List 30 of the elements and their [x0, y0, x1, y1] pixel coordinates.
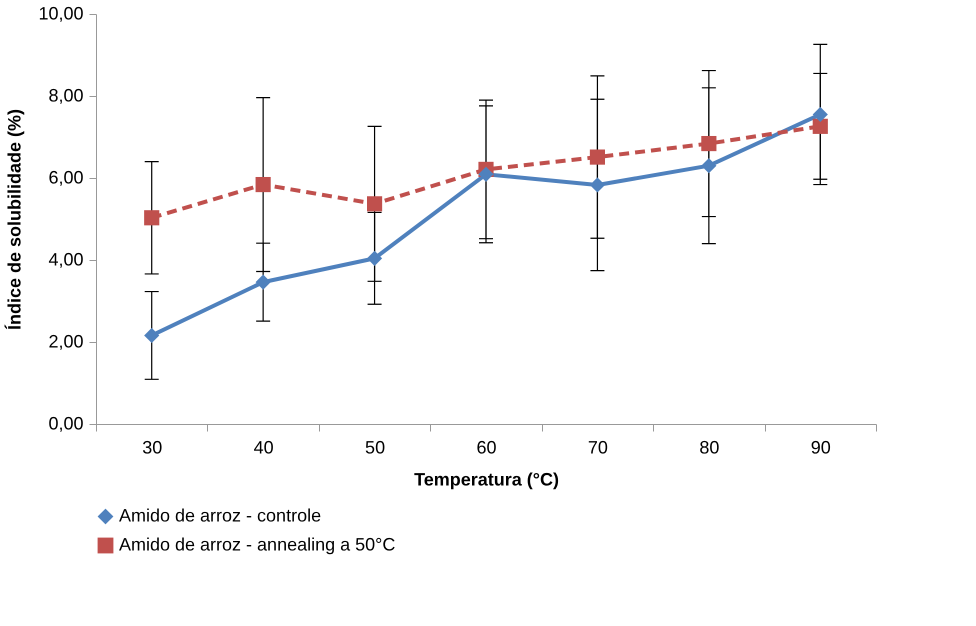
y-tick-label: 4,00 [48, 250, 84, 270]
point [366, 196, 382, 212]
x-tick-label: 90 [810, 438, 831, 458]
y-tick-label: 10,00 [38, 4, 84, 24]
y-axis-title: Índice de solubilidade (%) [4, 108, 24, 330]
x-tick-label: 60 [476, 438, 497, 458]
legend-label: Amido de arroz - controle [119, 506, 322, 526]
point [144, 328, 160, 344]
x-tick-label: 80 [699, 438, 720, 458]
point [701, 136, 716, 152]
y-tick-label: 6,00 [48, 168, 84, 188]
point [366, 250, 382, 266]
point [256, 274, 271, 290]
point [812, 106, 828, 122]
y-tick-label: 0,00 [48, 414, 84, 434]
point [701, 158, 716, 174]
legend-label: Amido de arroz - annealing a 50°C [119, 534, 396, 554]
x-tick-label: 40 [254, 438, 274, 458]
y-tick-label: 8,00 [48, 86, 84, 106]
point [590, 177, 606, 193]
point [256, 176, 271, 192]
point [812, 118, 828, 134]
x-tick-label: 30 [142, 438, 162, 458]
y-tick-label: 2,00 [48, 332, 84, 352]
point [478, 166, 494, 182]
point [590, 150, 606, 165]
point [144, 210, 160, 226]
x-tick-label: 70 [588, 438, 608, 458]
x-axis-title: Temperatura (°C) [414, 470, 559, 490]
x-tick-label: 50 [365, 438, 386, 458]
